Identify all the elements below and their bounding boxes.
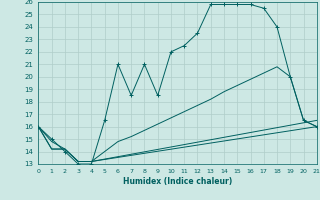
X-axis label: Humidex (Indice chaleur): Humidex (Indice chaleur) <box>123 177 232 186</box>
